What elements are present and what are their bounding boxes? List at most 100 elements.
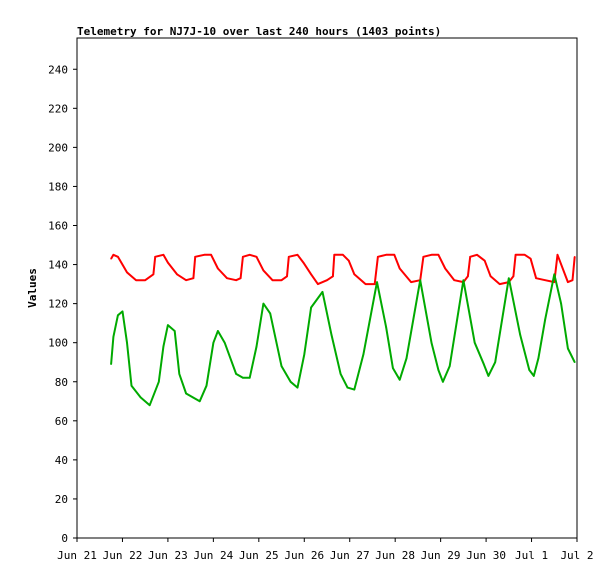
data-point (353, 273, 356, 276)
data-point (537, 357, 540, 360)
data-point (135, 279, 137, 281)
y-axis: 0 20 40 60 80 100 120 140 160 180 200 220 240 (48, 63, 77, 545)
data-point (462, 279, 465, 281)
data-point (192, 396, 194, 399)
x-tick-label: Jun 29 (421, 549, 461, 562)
data-point (117, 314, 119, 317)
data-point (296, 386, 299, 389)
data-point (528, 369, 531, 371)
data-point (529, 257, 532, 260)
series-1 (110, 253, 576, 286)
data-point (226, 277, 228, 280)
data-point (310, 273, 312, 276)
data-point (405, 357, 408, 360)
data-point (398, 378, 401, 381)
data-point (217, 330, 219, 332)
data-point (333, 253, 336, 256)
data-point (473, 341, 476, 344)
data-point (210, 253, 212, 256)
x-tick-label: Jul 2 (560, 549, 593, 562)
data-point (185, 392, 187, 395)
data-point (533, 375, 535, 377)
data-point (223, 341, 226, 344)
data-point (348, 259, 350, 262)
data-point (194, 255, 196, 258)
data-point (286, 275, 288, 278)
y-axis-label: Values (26, 268, 39, 308)
x-tick-label: Jun 30 (466, 549, 506, 562)
data-point (139, 396, 142, 399)
data-point (176, 273, 178, 276)
data-point (330, 334, 333, 336)
data-point (117, 255, 119, 258)
data-point (364, 283, 367, 285)
data-point (483, 363, 485, 365)
data-point (280, 279, 283, 281)
data-point (262, 269, 265, 272)
data-point (376, 281, 378, 283)
y-tick-label: 140 (48, 259, 68, 272)
data-point (248, 253, 251, 256)
x-tick-label: Jun 27 (330, 549, 370, 562)
data-point (321, 291, 324, 293)
data-point (393, 253, 396, 256)
y-tick-label: 40 (55, 454, 68, 467)
data-point (242, 255, 244, 258)
data-point (512, 275, 515, 278)
data-point (162, 253, 165, 256)
data-point (154, 255, 156, 258)
data-point (326, 279, 328, 281)
x-tick-label: Jun 21 (57, 549, 97, 562)
data-point (442, 380, 444, 383)
data-point (494, 361, 496, 364)
x-tick-label: Jun 23 (148, 549, 188, 562)
data-point (332, 275, 334, 278)
data-point (144, 279, 146, 281)
data-point (185, 279, 187, 281)
x-tick-label: Jul 1 (515, 549, 548, 562)
y-tick-label: 100 (48, 337, 68, 350)
data-point (377, 255, 379, 258)
data-point (317, 283, 319, 285)
y-tick-label: 220 (48, 102, 68, 115)
y-tick-label: 0 (61, 532, 68, 545)
y-tick-label: 180 (48, 180, 68, 193)
data-point (573, 255, 576, 258)
data-point (212, 341, 215, 344)
data-point (302, 261, 305, 264)
data-point (110, 257, 112, 260)
data-point (255, 345, 258, 348)
data-point (280, 365, 283, 367)
data-point (422, 255, 425, 258)
data-point (167, 324, 169, 326)
data-point (339, 373, 342, 375)
data-point (453, 279, 456, 281)
data-point (235, 279, 237, 281)
data-point (556, 253, 559, 256)
plot-frame (76, 37, 578, 539)
data-point (205, 384, 208, 387)
data-point (544, 318, 546, 321)
data-point (112, 253, 115, 256)
x-tick-label: Jun 25 (239, 549, 279, 562)
data-point (162, 345, 165, 348)
data-point (271, 279, 274, 281)
data-point (121, 310, 124, 313)
x-tick-label: Jun 22 (103, 549, 143, 562)
data-point (310, 306, 312, 309)
data-point (444, 267, 446, 270)
data-point (288, 255, 290, 258)
data-point (289, 380, 292, 383)
data-point (385, 253, 387, 256)
data-point (544, 279, 546, 281)
data-point (553, 273, 556, 276)
data-point (573, 361, 576, 364)
data-point (519, 334, 521, 336)
data-point (152, 273, 155, 276)
x-tick-label: Jun 28 (375, 549, 415, 562)
data-point (248, 377, 251, 379)
data-point (467, 275, 469, 278)
y-tick-label: 240 (48, 63, 68, 76)
data-point (560, 302, 562, 305)
